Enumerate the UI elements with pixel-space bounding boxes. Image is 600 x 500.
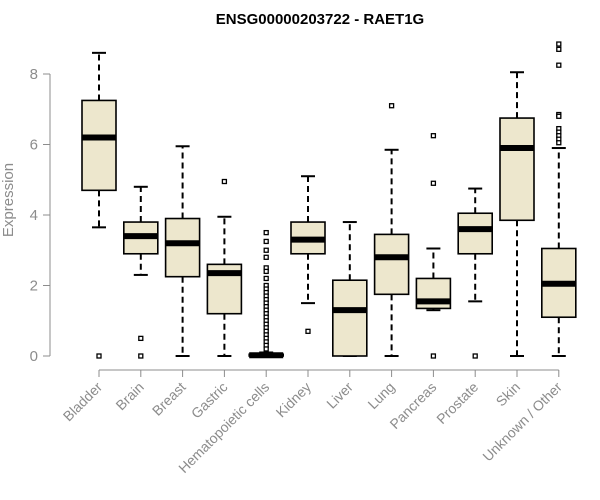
outlier-point xyxy=(138,353,144,359)
outlier-point xyxy=(263,346,269,352)
box-group xyxy=(457,187,494,359)
box-group xyxy=(81,51,117,359)
x-tick-label: Skin xyxy=(493,379,524,410)
outlier-point xyxy=(430,180,437,186)
box-group xyxy=(415,133,452,359)
box-iqr xyxy=(164,217,201,278)
outlier-point xyxy=(263,268,269,275)
x-tick-label: Kidney xyxy=(273,379,315,421)
box-group xyxy=(331,221,368,357)
outlier-point xyxy=(556,140,562,146)
outlier-point xyxy=(388,103,395,109)
box-iqr xyxy=(81,99,117,192)
y-tick-label: 0 xyxy=(30,348,38,365)
chart-title: ENSG00000203722 - RAET1G xyxy=(216,11,424,28)
box-group xyxy=(164,145,201,357)
box-group xyxy=(499,71,535,357)
x-tick-label: Breast xyxy=(149,379,189,419)
x-tick-label: Prostate xyxy=(433,379,481,427)
outlier-point xyxy=(556,41,562,47)
x-tick-label: Lung xyxy=(364,379,397,412)
outlier-point xyxy=(263,229,269,236)
outlier-point xyxy=(472,353,478,359)
box-group xyxy=(206,178,243,357)
box-iqr xyxy=(373,233,410,296)
outlier-point xyxy=(138,335,144,342)
box-group xyxy=(373,103,410,357)
outlier-point xyxy=(263,275,269,282)
outlier-point xyxy=(263,247,269,253)
outlier-point xyxy=(263,238,269,245)
y-axis-label: Expression xyxy=(0,163,17,237)
outlier-point xyxy=(305,328,311,334)
box-iqr xyxy=(499,117,535,222)
y-tick-label: 6 xyxy=(30,137,38,154)
outlier-point xyxy=(263,254,269,260)
y-tick-label: 4 xyxy=(30,207,38,224)
box-group xyxy=(540,41,577,357)
outlier-point xyxy=(556,113,562,119)
box-group xyxy=(248,229,284,359)
box-series xyxy=(81,41,577,359)
outlier-point xyxy=(430,353,437,359)
box-iqr xyxy=(457,212,494,255)
box-group xyxy=(290,175,326,334)
outlier-point xyxy=(221,178,228,185)
box-group xyxy=(123,185,159,359)
box-iqr xyxy=(331,279,368,357)
x-tick-label: Unknown / Other xyxy=(479,379,565,465)
y-tick-label: 2 xyxy=(30,278,38,295)
y-tick-label: 8 xyxy=(30,66,38,83)
x-tick-label: Liver xyxy=(323,379,356,412)
outlier-point xyxy=(430,133,437,139)
x-tick-label: Brain xyxy=(112,379,146,413)
x-tick-label: Bladder xyxy=(60,379,106,425)
outlier-point xyxy=(96,353,102,359)
outlier-point xyxy=(556,62,562,68)
outlier-point xyxy=(556,46,562,52)
y-axis: 0 2 4 6 8 xyxy=(30,66,51,365)
